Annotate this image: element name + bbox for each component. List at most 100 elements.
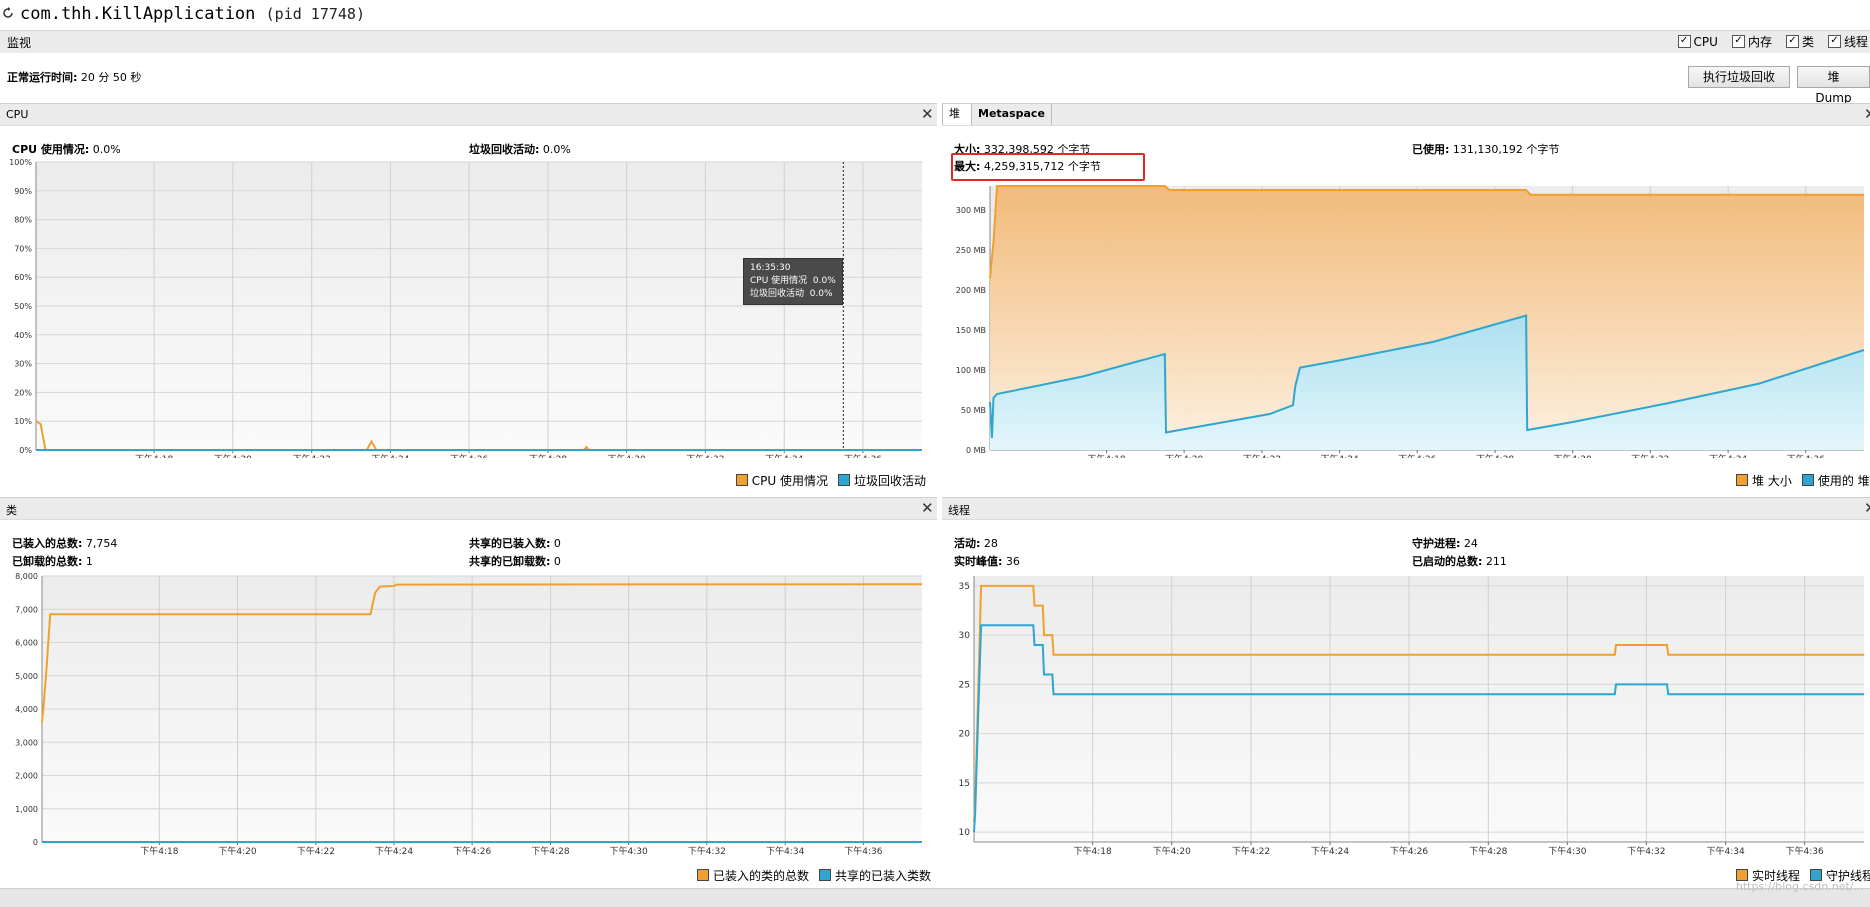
y-tick-label: 80% (14, 216, 32, 225)
live-threads-stat: 活动: 28 (954, 535, 998, 551)
stat-label: 大小: (954, 143, 981, 156)
legend-label: 共享的已装入类数 (835, 869, 932, 883)
x-tick-label: 下午4:24 (371, 453, 409, 458)
checkbox-label: 类 (1801, 35, 1814, 49)
checkbox-label: CPU (1693, 34, 1718, 49)
threads-panel-header: 线程 ✕ (942, 497, 1870, 520)
perform-gc-button[interactable]: 执行垃圾回收 (1688, 66, 1790, 88)
stat-value: 4,259,315,712 个字节 (983, 160, 1101, 173)
legend-item-loaded: 已装入的类的总数 (697, 867, 809, 884)
y-tick-label: 0 (33, 838, 38, 847)
app-title: com.thh.KillApplication (pid 17748) (20, 4, 365, 24)
legend-item-cpu: CPU 使用情况 (735, 472, 828, 489)
stat-value: 24 (1463, 537, 1478, 550)
stat-value: 36 (1005, 555, 1020, 568)
legend-swatch (1736, 869, 1748, 881)
unloaded-classes-stat: 已卸载的总数: 1 (12, 553, 93, 569)
y-tick-label: 5,000 (15, 672, 38, 681)
y-tick-label: 0 MB (966, 446, 986, 455)
x-tick-label: 下午4:34 (765, 453, 803, 458)
legend-swatch (735, 474, 748, 486)
loaded-classes-stat: 已装入的总数: 7,754 (12, 535, 117, 551)
x-tick-label: 下午4:20 (1165, 453, 1203, 458)
heap-size-stat: 大小: 332,398,592 个字节 (954, 141, 1090, 157)
monitor-bar: 监视 ✓ CPU ✓ 内存 ✓ 类 ✓ 线程 (0, 30, 1870, 53)
watermark: https://blog.csdn.net/... (1735, 880, 1864, 893)
x-tick-label: 下午4:32 (686, 453, 724, 458)
legend-label: 守护线程 (1826, 869, 1870, 883)
x-tick-label: 下午4:26 (1390, 845, 1428, 855)
tab-metaspace[interactable]: Metaspace (972, 104, 1052, 125)
x-tick-label: 下午4:18 (1087, 453, 1125, 458)
stat-label: 最大: (954, 160, 981, 173)
heap-panel-header: 堆 Metaspace ✕ (942, 103, 1870, 126)
line-series-1 (35, 420, 922, 451)
stat-label: 已卸载的总数: (12, 555, 83, 568)
stat-label: 共享的已装入数: (469, 537, 551, 550)
stat-value: 0.0% (92, 143, 121, 156)
classes-chart: 0 1,000 2,000 3,000 4,000 5,000 6,000 7,000 8,00… (15, 572, 923, 855)
x-tick-label: 下午4:20 (1153, 845, 1191, 855)
y-tick-label: 25 (959, 680, 970, 690)
x-tick-label: 下午4:34 (1709, 453, 1747, 458)
x-tick-label: 下午4:22 (297, 845, 335, 855)
legend-swatch (1801, 474, 1814, 486)
legend-item-shared: 共享的已装入类数 (819, 867, 931, 884)
close-icon[interactable]: ✕ (1864, 105, 1870, 123)
heap-max-stat: 最大: 4,259,315,712 个字节 (954, 158, 1101, 174)
check-icon: ✓ (1731, 35, 1745, 48)
checkbox-cpu[interactable]: ✓ CPU (1677, 33, 1718, 50)
stat-value: 0 (553, 555, 561, 568)
close-icon[interactable]: ✕ (921, 499, 934, 517)
status-strip (0, 888, 1870, 907)
stat-value: 7,754 (85, 537, 118, 550)
area-fill-series-2 (990, 315, 1864, 450)
y-tick-label: 50 MB (961, 406, 986, 415)
tab-heap[interactable]: 堆 (942, 104, 972, 125)
x-tick-label: 下午4:22 (1232, 845, 1270, 855)
heap-dump-button[interactable]: 堆 Dump (1797, 66, 1870, 105)
y-tick-label: 250 MB (956, 246, 986, 255)
x-tick-label: 下午4:34 (766, 845, 804, 855)
legend-swatch (1736, 474, 1748, 486)
close-icon[interactable]: ✕ (1864, 499, 1870, 517)
x-tick-label: 下午4:24 (375, 845, 413, 855)
close-icon[interactable]: ✕ (921, 105, 934, 123)
x-tick-label: 下午4:36 (1786, 845, 1824, 855)
checkbox-threads[interactable]: ✓ 线程 (1827, 33, 1868, 50)
y-tick-label: 200 MB (956, 286, 986, 295)
x-tick-label: 下午4:36 (844, 453, 882, 458)
stat-value: 332,398,592 个字节 (983, 143, 1091, 156)
y-tick-label: 8,000 (15, 572, 38, 581)
stat-value: 211 (1485, 555, 1507, 568)
y-tick-label: 6,000 (15, 639, 38, 648)
heap-chart: 0 MB 50 MB 100 MB 150 MB 200 MB 250 MB 300 MB 下… (956, 185, 1865, 458)
y-tick-label: 100% (9, 158, 32, 167)
y-tick-label: 100 MB (956, 366, 986, 375)
x-tick-label: 下午4:18 (1074, 845, 1112, 855)
stat-value: 1 (85, 555, 93, 568)
legend-label: 实时线程 (1752, 869, 1801, 883)
y-tick-label: 30 (959, 631, 971, 641)
x-tick-label: 下午4:18 (140, 845, 178, 855)
checkbox-memory[interactable]: ✓ 内存 (1731, 33, 1772, 50)
x-tick-label: 下午4:30 (608, 453, 646, 458)
uptime-value: 20 分 50 秒 (80, 71, 142, 84)
legend-label: 使用的 堆 (1817, 474, 1870, 488)
checkbox-classes[interactable]: ✓ 类 (1785, 33, 1814, 50)
cpu-panel-header: CPU ✕ (0, 103, 937, 126)
app-pid: (pid 17748) (265, 5, 365, 23)
stat-label: 实时峰值: (954, 555, 1003, 568)
y-tick-label: 35 (959, 582, 970, 592)
classes-panel-header: 类 ✕ (0, 497, 937, 520)
x-tick-label: 下午4:24 (1320, 453, 1358, 458)
y-tick-label: 90% (14, 187, 32, 196)
x-tick-label: 下午4:22 (1243, 453, 1281, 458)
daemon-threads-stat: 守护进程: 24 (1412, 535, 1478, 551)
gc-activity-stat: 垃圾回收活动: 0.0% (469, 141, 571, 157)
legend-item-heap-used: 使用的 堆 (1801, 472, 1870, 489)
legend-swatch (1810, 869, 1823, 881)
line-series-1 (989, 185, 1864, 279)
stat-value: 0 (553, 537, 561, 550)
tooltip-gc: 垃圾回收活动 0.0% (750, 289, 833, 299)
